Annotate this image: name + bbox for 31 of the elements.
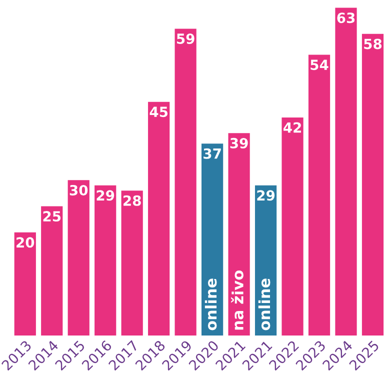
data-label: 59 xyxy=(176,33,194,44)
data-label: 58 xyxy=(364,38,382,50)
bar xyxy=(120,189,144,336)
data-label: 25 xyxy=(43,211,61,222)
bar xyxy=(200,142,225,336)
bar xyxy=(40,204,64,336)
bar xyxy=(146,100,172,336)
bar xyxy=(334,6,358,336)
bar xyxy=(280,116,305,336)
data-label: 45 xyxy=(150,106,168,118)
bar xyxy=(360,32,385,336)
annotation: online xyxy=(258,278,270,330)
bar xyxy=(254,184,278,336)
data-label: 28 xyxy=(124,195,141,206)
data-label: 63 xyxy=(337,12,355,24)
bar xyxy=(173,27,198,336)
annotation: online xyxy=(204,278,217,330)
annotation: na živo xyxy=(231,270,244,330)
data-label: 20 xyxy=(16,237,34,248)
bar xyxy=(93,184,118,336)
bar xyxy=(307,53,332,336)
data-label: 42 xyxy=(283,122,301,133)
data-label: 29 xyxy=(96,190,114,201)
data-label: 29 xyxy=(257,190,275,201)
bar xyxy=(66,178,91,336)
data-label: 37 xyxy=(204,148,221,159)
bar xyxy=(226,132,252,336)
data-label: 39 xyxy=(230,138,248,148)
data-label: 54 xyxy=(310,60,328,70)
bar xyxy=(12,231,38,336)
data-label: 30 xyxy=(70,184,88,196)
